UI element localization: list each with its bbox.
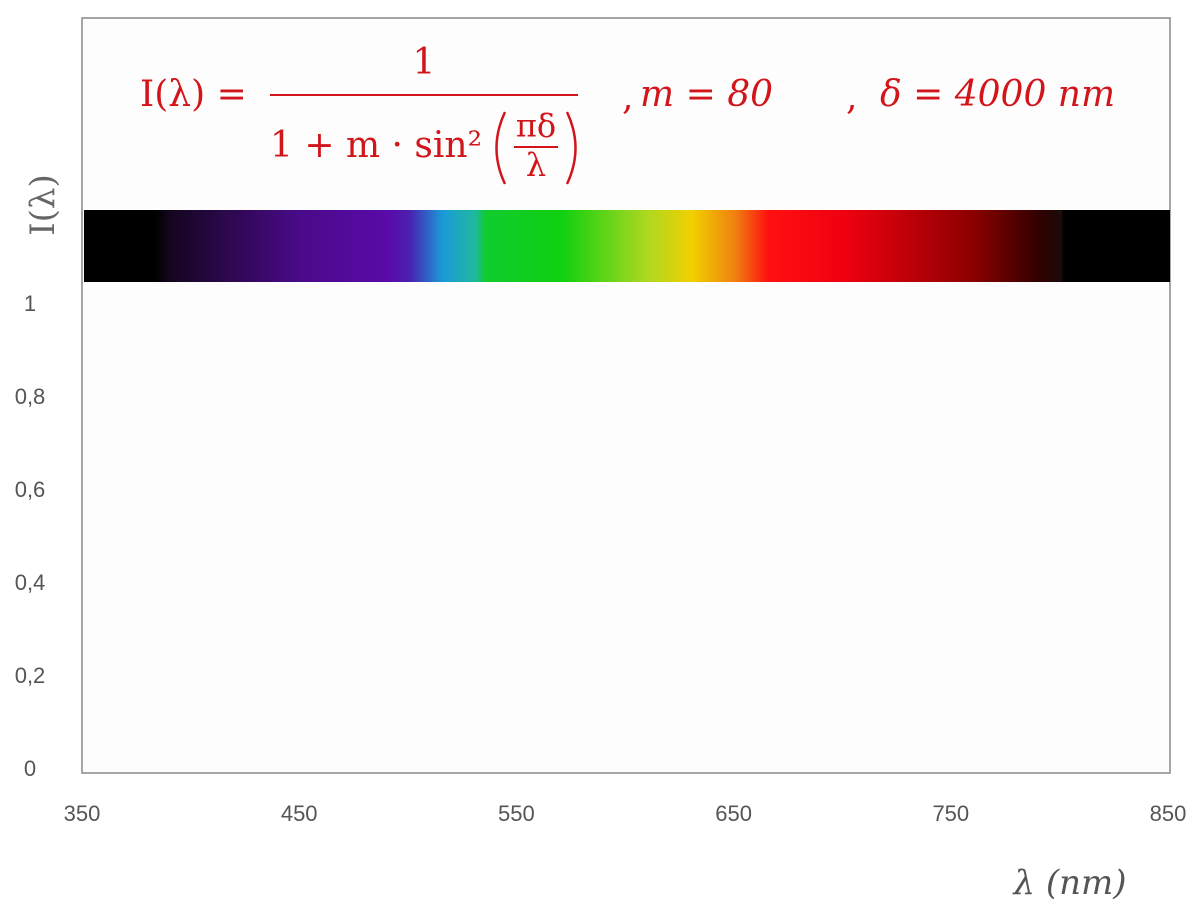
y-axis-label: I(λ) [23, 174, 63, 236]
formula-denominator: 1 + m · sin² [270, 125, 482, 166]
y-tick-label: 0,2 [15, 663, 46, 688]
paren-right [565, 111, 577, 185]
y-tick-label: 0,8 [15, 384, 46, 409]
x-tick-label: 550 [498, 801, 535, 826]
x-axis-label: λ (nm) [1011, 863, 1126, 903]
paren-left [495, 111, 507, 185]
separator: , [846, 77, 857, 118]
plot-frame [81, 17, 1171, 774]
y-tick-label: 1 [24, 291, 36, 316]
y-tick-label: 0,6 [15, 477, 46, 502]
param-delta: δ = 4000 nm [880, 74, 1115, 115]
y-tick-label: 0,4 [15, 570, 46, 595]
x-tick-label: 350 [64, 801, 101, 826]
y-tick-label: 0 [24, 756, 36, 781]
param-m: m = 80 [640, 74, 773, 115]
formula-inner-numerator: πδ [516, 107, 556, 145]
x-tick-label: 750 [932, 801, 969, 826]
formula-lhs: I(λ) = [140, 74, 247, 115]
x-tick-label: 450 [281, 801, 318, 826]
spectrum-bar [84, 210, 1170, 282]
separator: , [622, 77, 633, 118]
formula-numerator: 1 [413, 42, 436, 83]
formula-inner-denominator: λ [526, 146, 546, 184]
x-tick-label: 850 [1150, 801, 1187, 826]
x-tick-label: 650 [715, 801, 752, 826]
